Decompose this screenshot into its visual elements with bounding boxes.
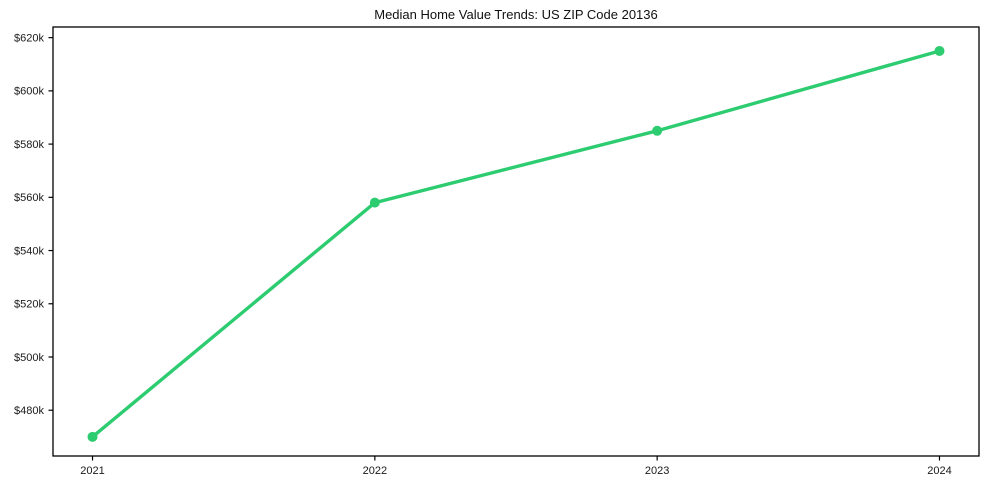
x-tick-label: 2021	[80, 465, 104, 477]
y-tick-label: $620k	[14, 32, 44, 44]
plot-border	[52, 26, 980, 457]
y-tick-label: $600k	[14, 86, 44, 98]
data-point-marker	[369, 197, 380, 208]
y-tick-label: $500k	[14, 352, 44, 364]
y-tick-label: $580k	[14, 139, 44, 151]
x-tick-label: 2024	[927, 465, 951, 477]
chart-title: Median Home Value Trends: US ZIP Code 20…	[374, 7, 658, 22]
data-point-marker	[652, 125, 663, 136]
x-tick-label: 2023	[645, 465, 669, 477]
data-point-marker	[87, 431, 98, 442]
y-tick-label: $520k	[14, 299, 44, 311]
data-point-marker	[934, 45, 945, 56]
y-tick-label: $480k	[14, 405, 44, 417]
trend-line	[90, 49, 942, 439]
y-tick-label: $560k	[14, 192, 44, 204]
y-tick-label: $540k	[14, 245, 44, 257]
x-tick-label: 2022	[363, 465, 387, 477]
